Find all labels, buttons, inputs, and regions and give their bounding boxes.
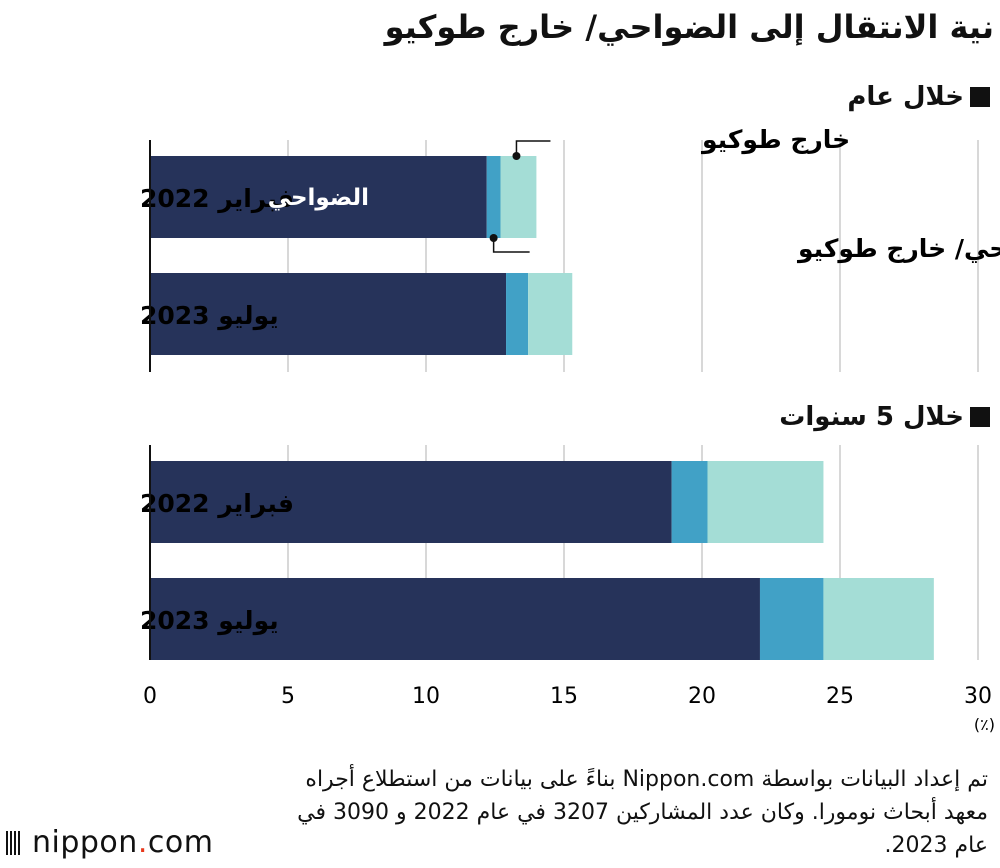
category-label: فبراير 2022 <box>140 184 294 214</box>
category-label: فبراير 2022 <box>140 489 294 519</box>
bar-segment-suburbs <box>150 273 507 355</box>
annotation-suburbs-outside: الضواحي/ خارج طوكيو <box>796 234 1000 264</box>
panel-title-one-year: خلال عام <box>847 82 990 112</box>
x-tick-label: 25 <box>826 684 854 709</box>
bar-segment-outside-tokyo <box>500 156 537 238</box>
x-tick-label: 5 <box>281 684 295 709</box>
bar-segment-outside-tokyo <box>528 273 573 355</box>
x-tick-label: 20 <box>688 684 716 709</box>
x-tick-label: 10 <box>412 684 440 709</box>
panel-title-label: خلال 5 سنوات <box>779 402 964 432</box>
panel-title-five-years: خلال 5 سنوات <box>779 402 990 432</box>
annotation-suburbs: الضواحي <box>268 185 369 211</box>
x-tick-label: 15 <box>550 684 578 709</box>
logo-mark-icon <box>6 831 22 855</box>
callout-line <box>515 140 551 156</box>
bar-segment-suburbs <box>150 461 672 543</box>
square-icon <box>970 87 990 107</box>
callout-line <box>492 238 530 253</box>
bar-segment-outside-tokyo <box>823 578 934 660</box>
nippon-logo: nippon.com <box>6 825 213 860</box>
chart-title: نية الانتقال إلى الضواحي/ خارج طوكيو <box>384 8 994 46</box>
bar-segment-suburbs-or-outside <box>486 156 501 238</box>
x-tick-label: 30 <box>964 684 992 709</box>
x-tick-label: 0 <box>143 684 157 709</box>
unit-label: (٪) <box>974 715 995 734</box>
category-label: يوليو 2023 <box>140 301 279 331</box>
panel-title-label: خلال عام <box>847 82 964 112</box>
bar-segment-suburbs-or-outside <box>506 273 529 355</box>
source-note: تم إعداد البيانات بواسطة Nippon.com بناء… <box>297 767 988 858</box>
annotation-outside-tokyo: خارج طوكيو <box>700 125 850 155</box>
bar-segment-suburbs <box>150 156 487 238</box>
bar-segment-suburbs-or-outside <box>671 461 708 543</box>
bar-segment-outside-tokyo <box>707 461 824 543</box>
bar-segment-suburbs <box>150 578 760 660</box>
category-label: يوليو 2023 <box>140 606 279 636</box>
square-icon <box>970 407 990 427</box>
bar-segment-suburbs-or-outside <box>759 578 824 660</box>
